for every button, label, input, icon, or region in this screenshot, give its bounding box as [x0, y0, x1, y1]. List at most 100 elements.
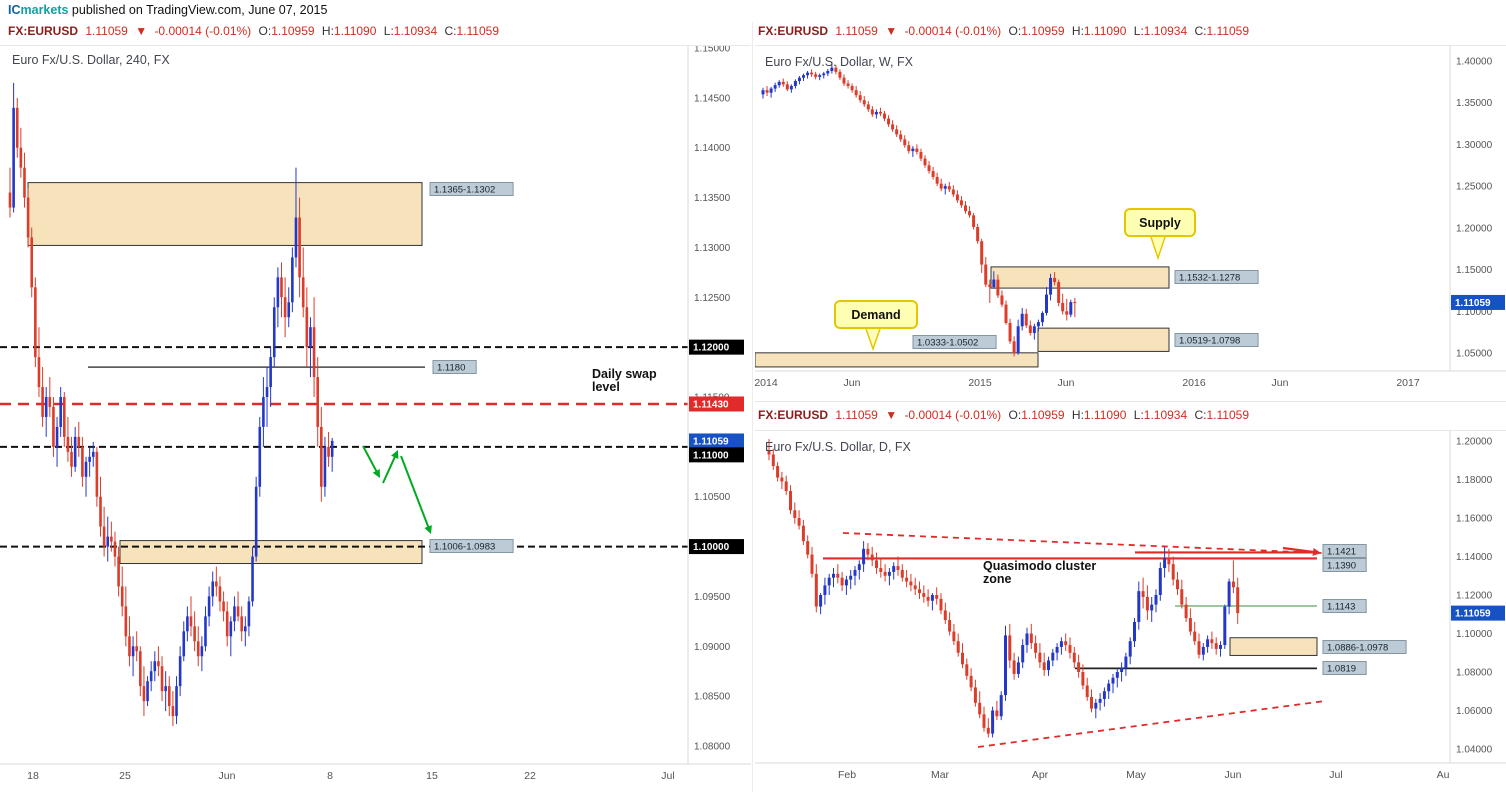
high-value: 1.11090	[333, 24, 377, 38]
time-tick-label: 25	[119, 770, 131, 782]
drawn-arrow[interactable]	[382, 454, 397, 484]
price-tick-label: 1.10000	[1456, 629, 1493, 640]
callout-text: Demand	[851, 308, 900, 322]
panel-divider	[752, 22, 753, 792]
annotation-text: Quasimodo cluster	[983, 559, 1096, 573]
chart-title: Euro Fx/U.S. Dollar, D, FX	[765, 440, 911, 454]
zone-box[interactable]	[27, 182, 423, 246]
open-value: 1.10959	[1021, 408, 1065, 422]
time-tick-label: Jun	[219, 770, 236, 782]
time-tick-label: Feb	[838, 769, 856, 781]
level-chip[interactable]	[1322, 558, 1367, 572]
zone-box[interactable]	[1229, 637, 1318, 656]
open-value: 1.10959	[271, 24, 315, 38]
price-tick-label: 1.25000	[1456, 182, 1493, 193]
price-tag	[689, 433, 744, 449]
price-change: -0.00014 (-0.01%)	[154, 24, 252, 38]
chart-panel-weekly: FX:EURUSD 1.11059 ▼ -0.00014 (-0.01%) O:…	[754, 22, 1506, 402]
price-tick-label: 1.14000	[694, 143, 731, 154]
callout-text: Supply	[1139, 216, 1181, 230]
level-chip[interactable]	[429, 539, 514, 553]
price-tick-label: 1.13000	[694, 243, 731, 254]
symbol-label[interactable]: FX:EURUSD	[758, 24, 829, 38]
zone-box[interactable]	[1037, 327, 1170, 352]
price-tick-label: 1.14000	[1456, 552, 1493, 563]
trendline[interactable]	[842, 532, 1323, 554]
chart-panel-240: FX:EURUSD 1.11059 ▼ -0.00014 (-0.01%) O:…	[0, 22, 751, 792]
price-tick-label: 1.15000	[1456, 265, 1493, 276]
time-tick-label: May	[1126, 769, 1147, 781]
time-tick-label: 15	[426, 770, 438, 782]
close-label: C:	[1194, 24, 1207, 38]
level-chip[interactable]	[912, 335, 997, 349]
level-chip-text: 1.1390	[1327, 561, 1356, 572]
chart-canvas-daily[interactable]: 1.1421 1.1390 1.1143 1.0886-1.0978 1.0819 Qua…	[755, 431, 1506, 793]
price-tag	[689, 339, 744, 355]
callout-bubble[interactable]	[1124, 208, 1196, 237]
symbol-info-bar: FX:EURUSD 1.11059 ▼ -0.00014 (-0.01%) O:…	[758, 24, 1253, 38]
high-label: H:	[321, 24, 334, 38]
time-tick-label: 22	[524, 770, 536, 782]
price-tick-label: 1.10500	[694, 492, 731, 503]
price-change: -0.00014 (-0.01%)	[904, 408, 1002, 422]
level-chip[interactable]	[1322, 544, 1367, 558]
arrow-head	[1312, 547, 1321, 556]
level-chip[interactable]	[429, 182, 514, 196]
price-tick-label: 1.09500	[694, 592, 731, 603]
time-tick-label: Jun	[844, 377, 861, 389]
drawn-arrow[interactable]	[1282, 546, 1317, 554]
symbol-label[interactable]: FX:EURUSD	[8, 24, 79, 38]
time-tick-label: Jun	[1058, 377, 1075, 389]
level-chip[interactable]	[432, 360, 477, 374]
icmarkets-brand-suffix[interactable]: markets	[20, 3, 69, 17]
high-label: H:	[1071, 24, 1084, 38]
chart-canvas-weekly[interactable]: 1.1532-1.1278 1.0519-1.0798 1.0333-1.0502 S…	[754, 46, 1506, 401]
callout-bubble[interactable]	[834, 300, 918, 329]
drawn-arrow[interactable]	[400, 455, 431, 530]
low-label: L:	[1133, 24, 1144, 38]
price-tag-text: 1.11430	[693, 399, 729, 410]
low-value: 1.10934	[1143, 24, 1188, 38]
level-chip[interactable]	[1322, 661, 1367, 675]
symbol-info-bar: FX:EURUSD 1.11059 ▼ -0.00014 (-0.01%) O:…	[8, 24, 503, 38]
price-tick-label: 1.08500	[694, 692, 731, 703]
arrow-head	[372, 469, 380, 478]
direction-down-icon: ▼	[135, 24, 148, 38]
close-value: 1.11059	[456, 24, 500, 38]
time-tick-label: 18	[27, 770, 39, 782]
direction-down-icon: ▼	[885, 408, 898, 422]
price-tag	[689, 447, 744, 463]
time-tick-label: 2017	[1396, 377, 1420, 389]
level-chip-text: 1.1421	[1327, 547, 1356, 558]
level-chip-text: 1.0519-1.0798	[1179, 336, 1240, 347]
icmarkets-brand[interactable]: IC	[8, 3, 21, 17]
zone-box[interactable]	[754, 352, 1039, 368]
high-value: 1.11090	[1083, 24, 1127, 38]
time-tick-label: 2016	[1182, 377, 1206, 389]
time-tick-label: Jun	[1272, 377, 1289, 389]
chart-canvas-240[interactable]: 1.1365-1.1302 1.1006-1.0983 1.1180 Daily sw…	[0, 44, 751, 793]
zone-box[interactable]	[119, 540, 423, 565]
price-tag-text: 1.11059	[693, 436, 729, 447]
price-tag-text: 1.11059	[1455, 609, 1491, 620]
price-tick-label: 1.16000	[1456, 514, 1493, 525]
open-value: 1.10959	[1021, 24, 1065, 38]
price-tick-label: 1.35000	[1456, 98, 1493, 109]
trendline[interactable]	[977, 700, 1326, 748]
drawn-arrow[interactable]	[362, 445, 379, 475]
level-chip[interactable]	[1174, 333, 1259, 347]
close-value: 1.11059	[1206, 24, 1250, 38]
candles	[8, 82, 334, 727]
level-chip[interactable]	[1174, 270, 1259, 284]
level-chip[interactable]	[1322, 599, 1367, 613]
symbol-label[interactable]: FX:EURUSD	[758, 408, 829, 422]
price-tag-text: 1.11059	[1455, 298, 1491, 309]
zone-box[interactable]	[990, 266, 1170, 289]
price-tick-label: 1.10000	[1456, 307, 1493, 318]
annotation-text: zone	[983, 572, 1012, 586]
chart-title: Euro Fx/U.S. Dollar, 240, FX	[12, 53, 170, 67]
price-tick-label: 1.15000	[694, 46, 731, 55]
level-chip[interactable]	[1322, 640, 1407, 654]
level-chip-text: 1.1143	[1327, 602, 1355, 613]
last-price: 1.11059	[835, 408, 878, 422]
